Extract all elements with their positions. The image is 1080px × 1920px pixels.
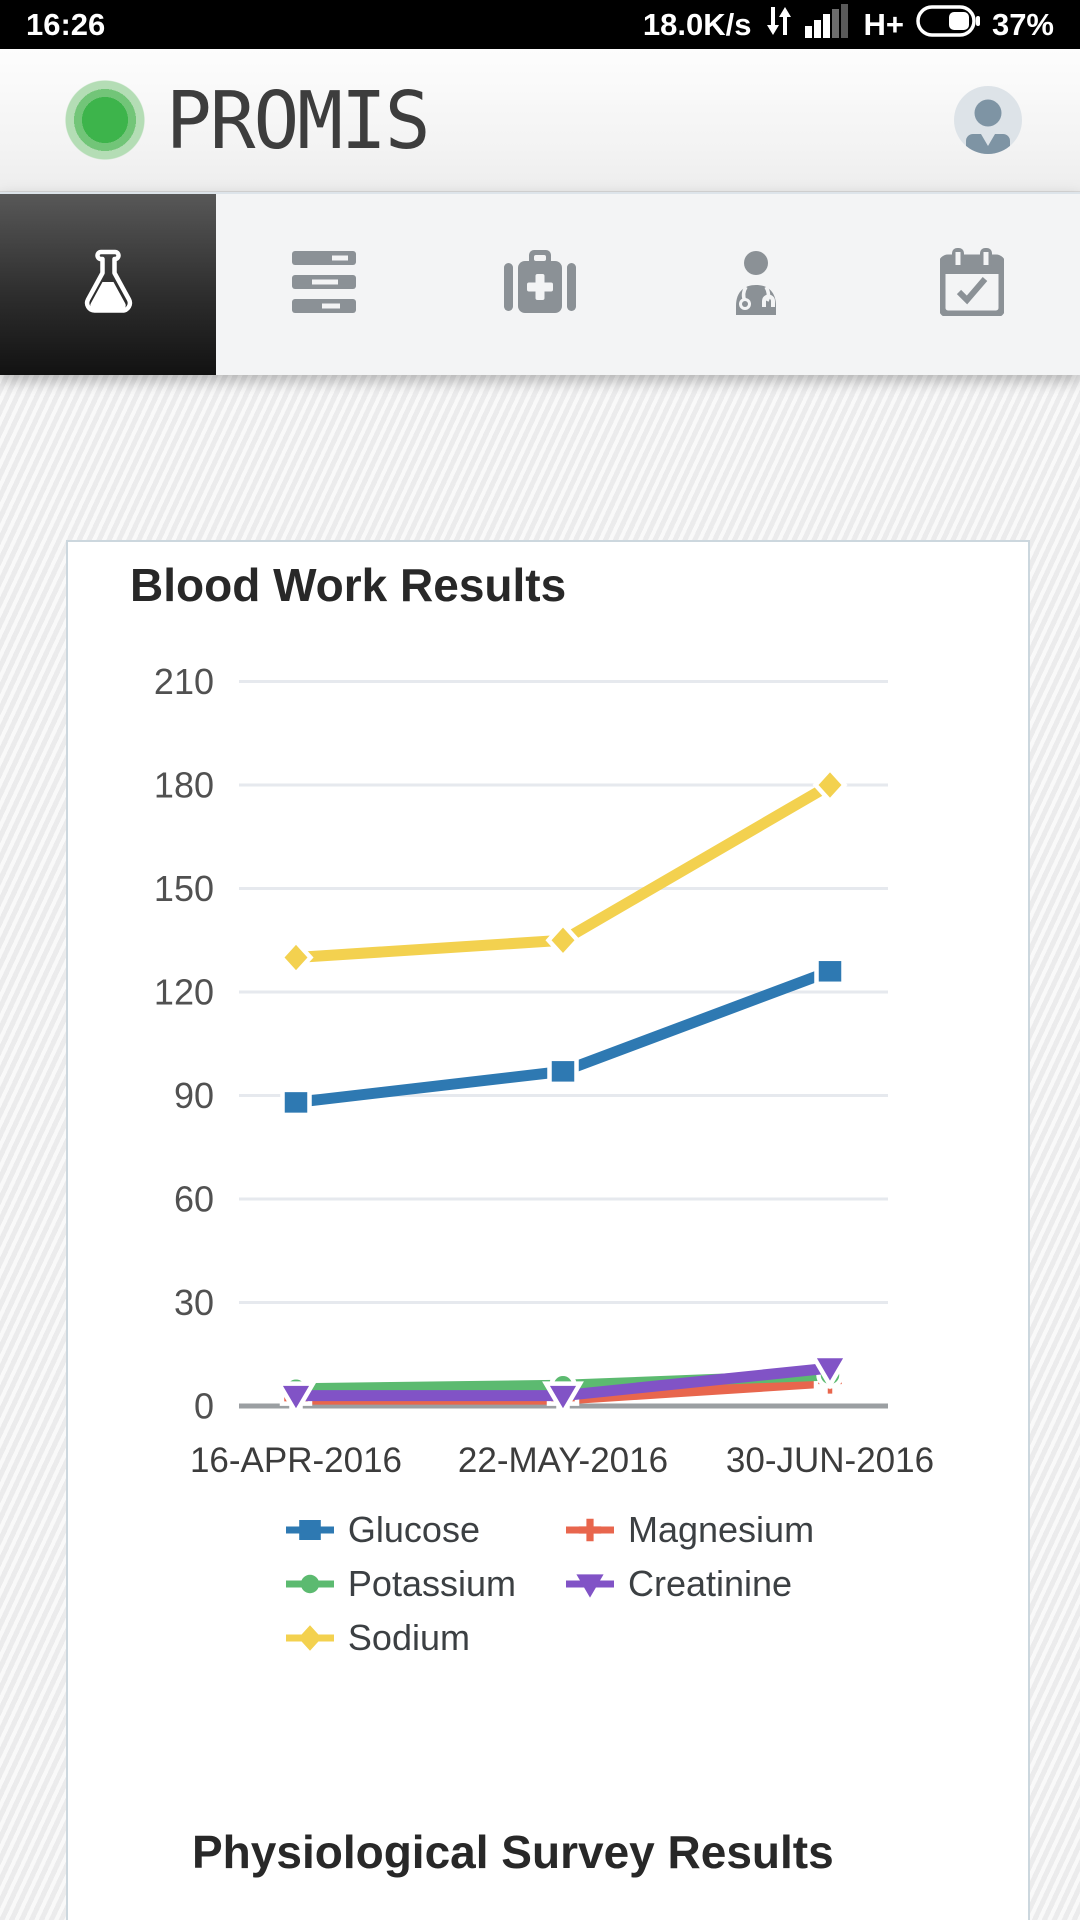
square-marker [814, 956, 846, 987]
survey-title: Physiological Survey Results [192, 1826, 834, 1878]
updown-arrows-icon [763, 5, 793, 45]
triangle-down-marker [275, 1381, 317, 1418]
status-right-cluster: 18.0K/s H+ 3 [642, 3, 1054, 46]
diamond-marker [278, 938, 314, 977]
plus-marker [578, 1518, 602, 1542]
network-type-badge: H+ [863, 6, 904, 42]
status-bar: 16:26 18.0K/s H+ [0, 0, 1080, 49]
tab-records[interactable] [216, 194, 432, 375]
legend-item-creatinine[interactable]: Creatinine [562, 1562, 814, 1606]
tab-bar [0, 192, 1080, 375]
results-card: Blood Work Results 0 30 60 90 120 150 180 210 16… [66, 540, 1030, 1920]
triangle-down-legend-icon [565, 1574, 614, 1598]
medkit-icon [502, 249, 578, 320]
x-tick-label: 16-APR-2016 [190, 1441, 402, 1480]
x-tick-label: 30-JUN-2016 [726, 1441, 934, 1480]
doctor-icon [724, 249, 788, 320]
calendar-check-icon [938, 248, 1006, 321]
diamond-marker [545, 920, 581, 960]
y-tick-label: 210 [154, 661, 214, 702]
tab-medkit[interactable] [432, 194, 648, 375]
network-speed: 18.0K/s [642, 6, 752, 42]
x-tick-label: 22-MAY-2016 [458, 1441, 668, 1480]
y-tick-label: 150 [154, 868, 214, 909]
square-legend-icon [285, 1520, 334, 1540]
legend-label: Magnesium [627, 1509, 815, 1550]
diamond-legend-icon [285, 1625, 334, 1651]
legend-label: Potassium [347, 1563, 516, 1604]
legend-item-sodium[interactable]: Sodium [282, 1616, 516, 1660]
tab-appointments[interactable] [864, 194, 1080, 375]
blood-work-title: Blood Work Results [130, 559, 567, 611]
y-tick-label: 120 [154, 972, 214, 1013]
battery-percent: 37% [991, 6, 1054, 42]
legend-label: Creatinine [627, 1563, 793, 1604]
signal-bars-icon [805, 3, 851, 46]
square-marker [280, 1087, 312, 1118]
y-tick-label: 180 [154, 765, 214, 806]
legend-item-magnesium[interactable]: Magnesium [562, 1508, 814, 1552]
y-tick-label: 0 [194, 1386, 214, 1427]
square-marker [547, 1056, 579, 1087]
plus-legend-icon [565, 1518, 614, 1542]
flask-icon [77, 247, 139, 322]
chart-legend: Glucose Magnesium Potassium Creatinine Sodiu… [68, 1508, 1028, 1660]
blood-work-chart: 0 30 60 90 120 150 180 210 16-APR-2016 22-MAY-201… [154, 661, 934, 1480]
triangle-down-marker [542, 1381, 584, 1418]
page-background: Blood Work Results 0 30 60 90 120 150 180 210 16… [0, 375, 1080, 1920]
y-tick-label: 60 [174, 1179, 214, 1220]
triangle-down-marker [576, 1574, 604, 1598]
y-tick-label: 30 [174, 1282, 214, 1323]
diamond-marker [812, 765, 848, 805]
square-marker [299, 1520, 321, 1540]
tab-lab-results[interactable] [0, 194, 216, 375]
records-list-icon [292, 251, 356, 318]
triangle-down-marker [809, 1353, 851, 1390]
promis-logo-icon [64, 79, 146, 161]
app-title: PROMIS [166, 73, 431, 167]
legend-item-potassium[interactable]: Potassium [282, 1562, 516, 1606]
survey-chart-partial-tick: 140 [126, 1914, 210, 1920]
legend-label: Sodium [347, 1617, 470, 1658]
tab-doctor[interactable] [648, 194, 864, 375]
person-icon [966, 99, 1010, 154]
avatar[interactable] [954, 86, 1022, 154]
circle-marker [300, 1574, 320, 1594]
circle-legend-icon [285, 1574, 334, 1594]
y-tick-label: 90 [174, 1075, 214, 1116]
diamond-marker [298, 1625, 322, 1651]
clock: 16:26 [26, 6, 106, 42]
app-header: PROMIS [0, 49, 1080, 192]
legend-item-glucose[interactable]: Glucose [282, 1508, 516, 1552]
legend-label: Glucose [347, 1509, 480, 1550]
battery-icon [916, 4, 980, 45]
